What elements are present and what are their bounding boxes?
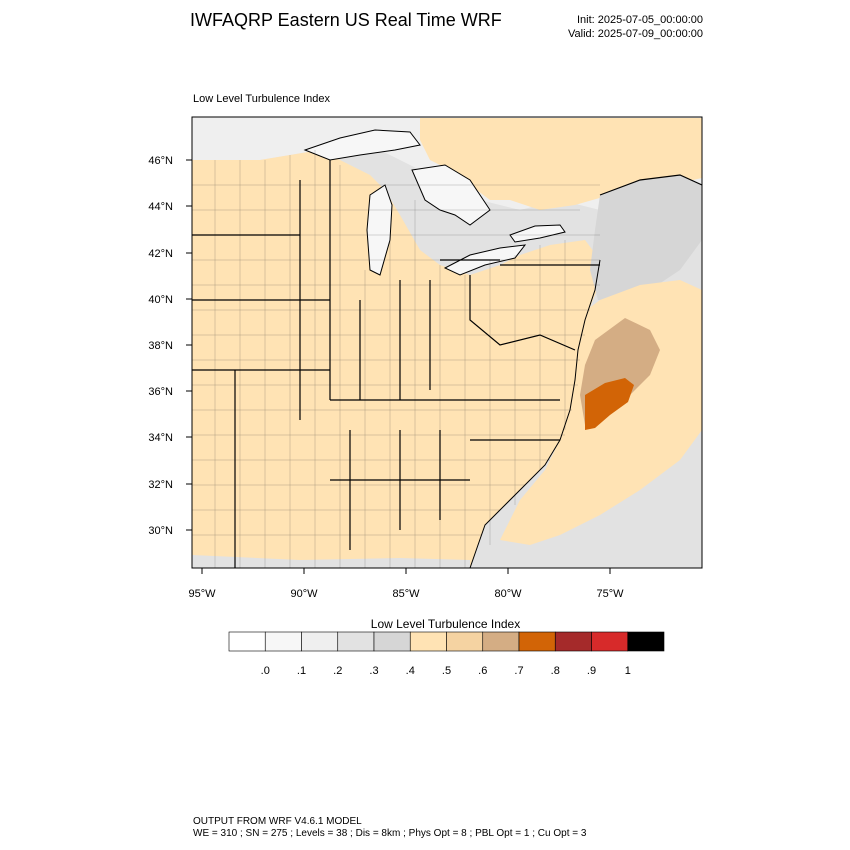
footer-config-line: WE = 310 ; SN = 275 ; Levels = 38 ; Dis … [193, 828, 587, 839]
lon-tick-label: 90°W [290, 588, 318, 600]
lake-ontario [509, 224, 566, 243]
longitude-ticks: 95°W 90°W 85°W 80°W 75°W [188, 568, 624, 600]
lat-tick-label: 30°N [148, 525, 173, 537]
lat-tick-label: 32°N [148, 479, 173, 491]
main-title: IWFAQRP Eastern US Real Time WRF [190, 10, 502, 30]
colorbar-swatch [409, 631, 447, 652]
colorbar-swatch [264, 631, 302, 652]
colorbar-title: Low Level Turbulence Index [370, 617, 521, 631]
colorbar-swatch [337, 631, 375, 652]
colorbar-swatch [518, 631, 556, 652]
colorbar-swatch [554, 631, 592, 652]
lat-tick-label: 40°N [148, 294, 173, 306]
init-time: Init: 2025-07-05_00:00:00 [577, 14, 703, 26]
latitude-ticks: 46°N 44°N 42°N 40°N 38°N 36°N 34°N 32°N 30°N [148, 155, 192, 537]
colorbar-tick-label: .5 [442, 665, 451, 677]
lon-tick-label: 75°W [596, 588, 624, 600]
colorbar-tick-label: .9 [587, 665, 596, 677]
colorbar-swatch [482, 631, 520, 652]
county-grid [192, 150, 600, 568]
lon-tick-label: 80°W [494, 588, 522, 600]
lat-tick-label: 36°N [148, 386, 173, 398]
colorbar-tick-label: .8 [551, 665, 560, 677]
canada-border [599, 174, 702, 196]
lat-tick-label: 46°N [148, 155, 173, 167]
colorbar: .0 .1 .2 .3 .4 .5 .6 .7 .8 .9 1 [228, 631, 665, 677]
field-label: Low Level Turbulence Index [193, 93, 330, 105]
colorbar-tick-label: .3 [369, 665, 378, 677]
lake-michigan [366, 184, 393, 276]
colorbar-swatch [446, 631, 484, 652]
colorbar-swatch [627, 631, 665, 652]
colorbar-tick-label: 1 [625, 665, 631, 677]
colorbar-swatch [591, 631, 629, 652]
map-frame [191, 116, 703, 569]
colorbar-tick-label: .0 [261, 665, 270, 677]
offshore-orange-core [585, 378, 634, 430]
lat-tick-label: 34°N [148, 432, 173, 444]
valid-time: Valid: 2025-07-09_00:00:00 [568, 28, 703, 40]
colorbar-tick-label: .6 [478, 665, 487, 677]
lon-tick-label: 85°W [392, 588, 420, 600]
land-tan-area [192, 150, 600, 568]
map-field [192, 117, 702, 568]
colorbar-swatch [301, 631, 339, 652]
lat-tick-label: 38°N [148, 340, 173, 352]
lon-tick-label: 95°W [188, 588, 216, 600]
lat-tick-label: 44°N [148, 201, 173, 213]
colorbar-tick-label: .7 [514, 665, 523, 677]
atlantic-coastline [469, 259, 601, 568]
footer-model-line: OUTPUT FROM WRF V4.6.1 MODEL [193, 816, 362, 827]
state-boundaries [192, 160, 600, 568]
lat-tick-label: 42°N [148, 248, 173, 260]
colorbar-tick-label: .1 [297, 665, 306, 677]
northeast-gray-area [590, 175, 702, 300]
colorbar-tick-label: .2 [333, 665, 342, 677]
colorbar-swatch [373, 631, 411, 652]
lake-superior [303, 129, 421, 161]
gulf-region [192, 555, 470, 568]
colorbar-tick-label: .4 [406, 665, 415, 677]
colorbar-swatch [228, 631, 266, 652]
